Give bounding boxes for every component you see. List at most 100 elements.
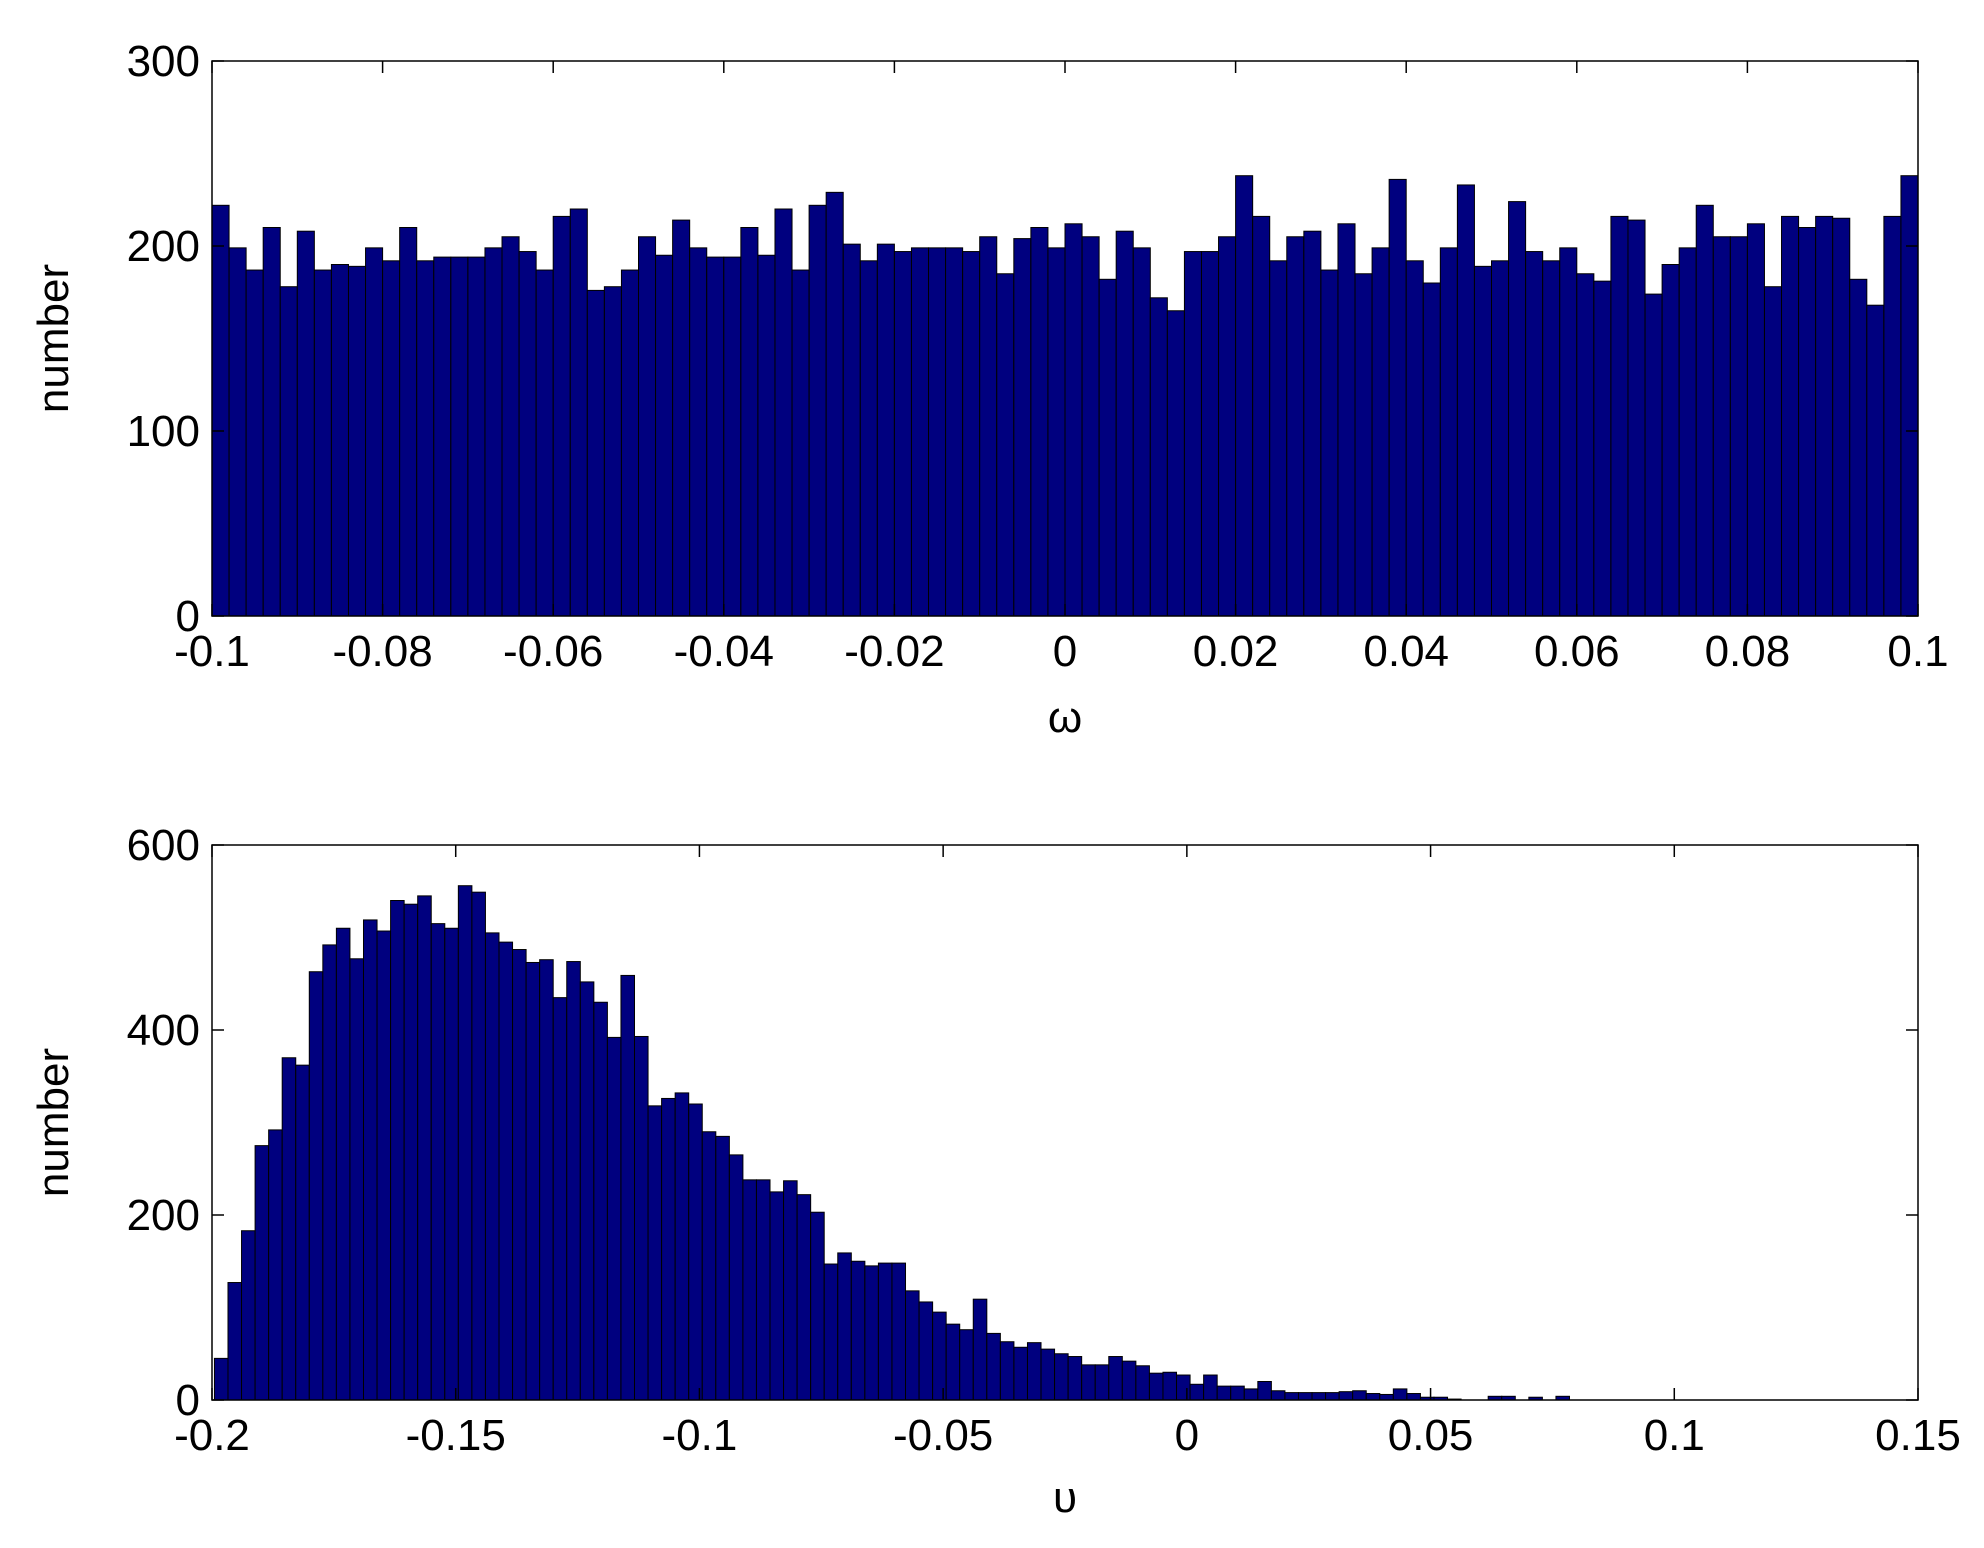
bar: [850, 1260, 866, 1401]
bar: [467, 256, 486, 617]
bar: [241, 1230, 256, 1401]
bar: [254, 1145, 270, 1401]
bar: [1338, 1391, 1354, 1401]
bar: [1542, 260, 1561, 617]
bar: [1064, 223, 1083, 617]
bar: [979, 236, 998, 617]
bar: [1200, 251, 1220, 617]
bar: [905, 1290, 920, 1401]
bar: [1627, 219, 1646, 617]
bar: [1216, 1385, 1232, 1401]
bar: [1067, 1356, 1083, 1401]
x-tick-label: 0.02: [1193, 627, 1279, 676]
bar: [999, 1341, 1015, 1401]
bar: [1269, 260, 1288, 617]
bar: [808, 204, 827, 617]
bar: [1243, 1388, 1259, 1401]
bar: [1712, 236, 1731, 617]
bar: [382, 260, 401, 617]
bar: [308, 971, 324, 1401]
bar: [706, 256, 725, 617]
bar: [1379, 1393, 1394, 1401]
bar: [1388, 178, 1407, 617]
bar: [365, 247, 384, 617]
x-tick-label: 0.05: [1388, 1411, 1474, 1460]
bar: [433, 256, 452, 617]
bar: [211, 204, 230, 617]
bar: [1576, 273, 1595, 617]
bar: [842, 243, 861, 617]
bar: [1491, 260, 1510, 617]
bar: [769, 1191, 785, 1401]
bar: [620, 269, 640, 617]
bar: [877, 1262, 893, 1401]
y-axis-label: number: [29, 264, 78, 413]
bar: [552, 997, 568, 1401]
bar: [1593, 280, 1612, 617]
bar: [1081, 1364, 1096, 1401]
bar: [1311, 1392, 1327, 1401]
x-tick-label: 0.06: [1534, 627, 1620, 676]
bar: [1081, 236, 1100, 617]
bar: [262, 227, 281, 617]
x-tick-label: 0: [1053, 627, 1077, 676]
bar: [1832, 217, 1851, 617]
bar: [620, 974, 636, 1401]
x-tick-label: 0.1: [1887, 627, 1948, 676]
bar: [1365, 1393, 1381, 1401]
bar: [1252, 215, 1271, 617]
bar: [322, 944, 337, 1401]
bar: [1270, 1390, 1286, 1401]
bar: [245, 269, 264, 617]
bar: [1695, 204, 1714, 617]
y-tick-label: 400: [127, 1006, 200, 1055]
bar: [228, 247, 247, 617]
y-tick-label: 200: [127, 1191, 200, 1240]
bar: [335, 927, 351, 1401]
bar: [1325, 1392, 1340, 1401]
axes-box: [211, 844, 1919, 1401]
bar: [810, 1211, 825, 1401]
bar: [417, 895, 432, 1401]
bar: [837, 1252, 852, 1401]
bar: [1162, 1371, 1178, 1401]
bar: [1525, 251, 1544, 617]
bar: [1030, 227, 1049, 617]
bar: [986, 1332, 1001, 1401]
bar: [593, 1001, 608, 1401]
x-axis-label: υ: [1053, 1473, 1077, 1522]
y-tick-label: 600: [127, 821, 200, 870]
x-tick-label: 0.08: [1705, 627, 1791, 676]
bar: [1257, 1381, 1272, 1401]
bar: [390, 900, 405, 1401]
x-axis-label: ω: [1048, 693, 1082, 742]
bar: [742, 1179, 757, 1401]
bar: [891, 1262, 907, 1401]
bar: [1297, 1392, 1313, 1401]
bar: [313, 269, 332, 617]
bar: [1798, 227, 1817, 617]
bar: [672, 219, 691, 617]
bar: [996, 273, 1015, 617]
bar: [525, 961, 541, 1401]
x-tick-label: 0: [1175, 1411, 1199, 1460]
bar: [1352, 1390, 1367, 1401]
bar: [1303, 230, 1322, 617]
bar: [876, 243, 895, 617]
y-tick-label: 300: [127, 37, 200, 86]
bar: [1473, 265, 1492, 617]
bar: [688, 1103, 703, 1401]
bar: [362, 919, 378, 1401]
bar: [1230, 1385, 1245, 1401]
bar: [755, 1179, 771, 1401]
bar: [376, 930, 392, 1401]
bar: [347, 265, 367, 617]
bar: [416, 260, 435, 617]
bar: [715, 1135, 730, 1401]
bar: [535, 269, 554, 617]
bar: [634, 1035, 649, 1401]
bar: [484, 247, 503, 617]
x-tick-label: 0.15: [1875, 1411, 1961, 1460]
bar: [932, 1311, 947, 1401]
